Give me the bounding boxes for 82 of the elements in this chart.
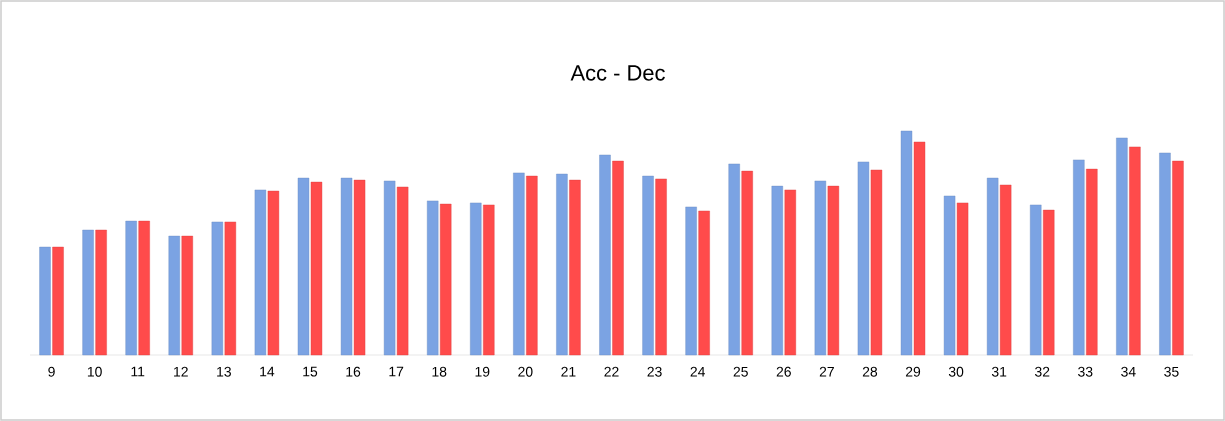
bar	[741, 170, 753, 356]
bar	[254, 189, 267, 356]
x-tick-label: 26	[776, 366, 791, 377]
bar	[52, 246, 64, 356]
x-tick-label: 29	[905, 366, 921, 377]
x-tick-label: 13	[217, 366, 231, 377]
bar	[642, 175, 654, 356]
bar	[1172, 160, 1184, 356]
bar	[396, 186, 409, 356]
bar	[310, 181, 323, 356]
bar	[1086, 168, 1098, 356]
bar	[1073, 159, 1085, 356]
bar	[383, 180, 396, 356]
x-tick-label: 23	[647, 366, 662, 377]
bar	[125, 220, 137, 356]
x-tick-label: 34	[1121, 366, 1136, 377]
bar	[1043, 209, 1055, 356]
bar	[814, 180, 827, 356]
bar	[900, 130, 913, 356]
bar	[297, 177, 310, 356]
bar	[986, 177, 999, 356]
x-tick-label: 25	[733, 366, 748, 377]
bar	[956, 202, 969, 356]
bar	[82, 229, 94, 356]
bar	[168, 235, 180, 356]
x-tick-label: 18	[432, 366, 447, 377]
bar	[827, 185, 840, 356]
bar	[913, 141, 926, 356]
x-tick-label: 9	[48, 366, 55, 377]
x-tick-label: 17	[389, 366, 404, 377]
bar	[655, 178, 667, 356]
bar	[513, 172, 525, 356]
x-tick-label: 33	[1078, 366, 1093, 377]
bar	[784, 189, 796, 356]
bar	[340, 177, 353, 356]
bar	[470, 202, 482, 356]
bar	[211, 221, 224, 356]
bar	[483, 204, 495, 356]
bar	[556, 173, 568, 356]
bar	[353, 179, 366, 356]
x-tick-label: 32	[1035, 366, 1050, 377]
bar	[526, 175, 538, 356]
bar	[1159, 152, 1171, 356]
bar	[1129, 146, 1141, 356]
x-tick-label: 19	[475, 366, 490, 377]
x-tick-label: 15	[303, 366, 318, 377]
bar	[771, 185, 783, 356]
x-tick-label: 24	[690, 366, 705, 377]
bar	[224, 221, 237, 356]
bar	[39, 246, 51, 356]
x-tick-label: 16	[346, 366, 361, 377]
bar	[181, 235, 193, 356]
bar	[870, 169, 883, 356]
bar	[1030, 204, 1042, 356]
x-tick-label: 31	[991, 366, 1007, 377]
x-tick-label: 12	[174, 366, 188, 377]
x-tick-label: 14	[260, 366, 275, 377]
bar	[138, 220, 150, 356]
bar	[267, 190, 280, 356]
bar	[1116, 137, 1128, 356]
bar	[440, 203, 452, 356]
x-tick-label: 10	[87, 366, 102, 377]
x-tick-label: 35	[1164, 366, 1179, 377]
bar	[427, 200, 439, 356]
bar	[685, 206, 697, 356]
x-tick-label: 28	[862, 366, 878, 377]
x-tick-label: 27	[819, 366, 834, 377]
bar	[857, 161, 870, 356]
x-tick-label: 20	[518, 366, 533, 377]
chart-title: Acc - Dec	[570, 65, 665, 81]
bar	[95, 229, 107, 356]
bar	[698, 210, 710, 356]
x-tick-label: 21	[561, 366, 576, 377]
bar	[999, 184, 1012, 356]
bar	[943, 195, 956, 356]
bar	[728, 163, 740, 356]
x-tick-label: 22	[604, 366, 619, 377]
bar	[612, 160, 624, 356]
x-tick-label: 30	[948, 366, 964, 377]
x-tick-label: 11	[131, 366, 145, 377]
bar	[599, 154, 611, 356]
bar	[569, 179, 581, 356]
